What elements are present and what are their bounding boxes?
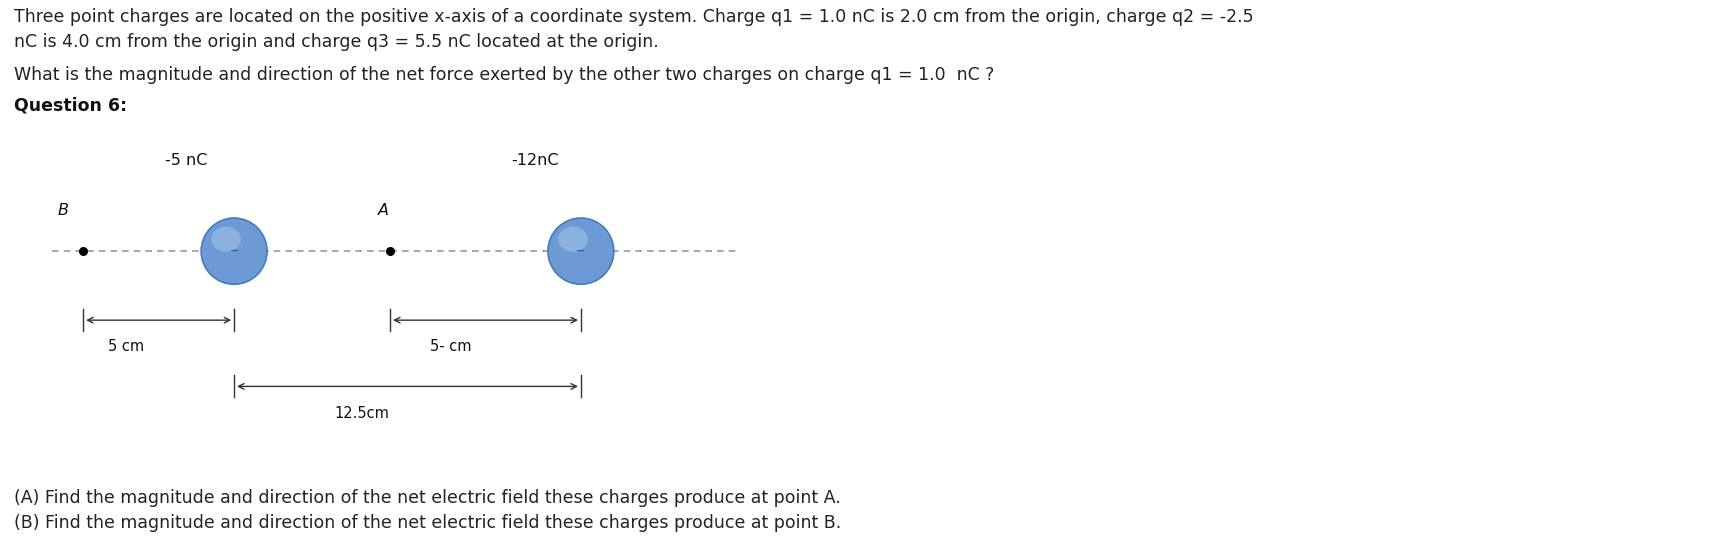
Text: B: B xyxy=(57,203,68,218)
Text: A: A xyxy=(378,203,388,218)
Text: (B) Find the magnitude and direction of the net electric field these charges pro: (B) Find the magnitude and direction of … xyxy=(14,514,841,533)
Text: −: − xyxy=(229,246,239,256)
Text: -5 nC: -5 nC xyxy=(165,153,206,168)
Text: (A) Find the magnitude and direction of the net electric field these charges pro: (A) Find the magnitude and direction of … xyxy=(14,489,841,507)
Ellipse shape xyxy=(201,218,267,284)
Text: 12.5cm: 12.5cm xyxy=(335,406,390,421)
Text: 5 cm: 5 cm xyxy=(108,339,144,354)
Text: −: − xyxy=(576,246,586,256)
Text: 5- cm: 5- cm xyxy=(430,339,472,354)
Text: What is the magnitude and direction of the net force exerted by the other two ch: What is the magnitude and direction of t… xyxy=(14,66,994,84)
Text: Three point charges are located on the positive x-axis of a coordinate system. C: Three point charges are located on the p… xyxy=(14,8,1254,26)
Text: -12nC: -12nC xyxy=(512,153,558,168)
Ellipse shape xyxy=(548,218,614,284)
Ellipse shape xyxy=(212,227,241,252)
Text: nC is 4.0 cm from the origin and charge q3 = 5.5 nC located at the origin.: nC is 4.0 cm from the origin and charge … xyxy=(14,33,659,51)
Text: Question 6:: Question 6: xyxy=(14,97,127,115)
Ellipse shape xyxy=(558,227,588,252)
